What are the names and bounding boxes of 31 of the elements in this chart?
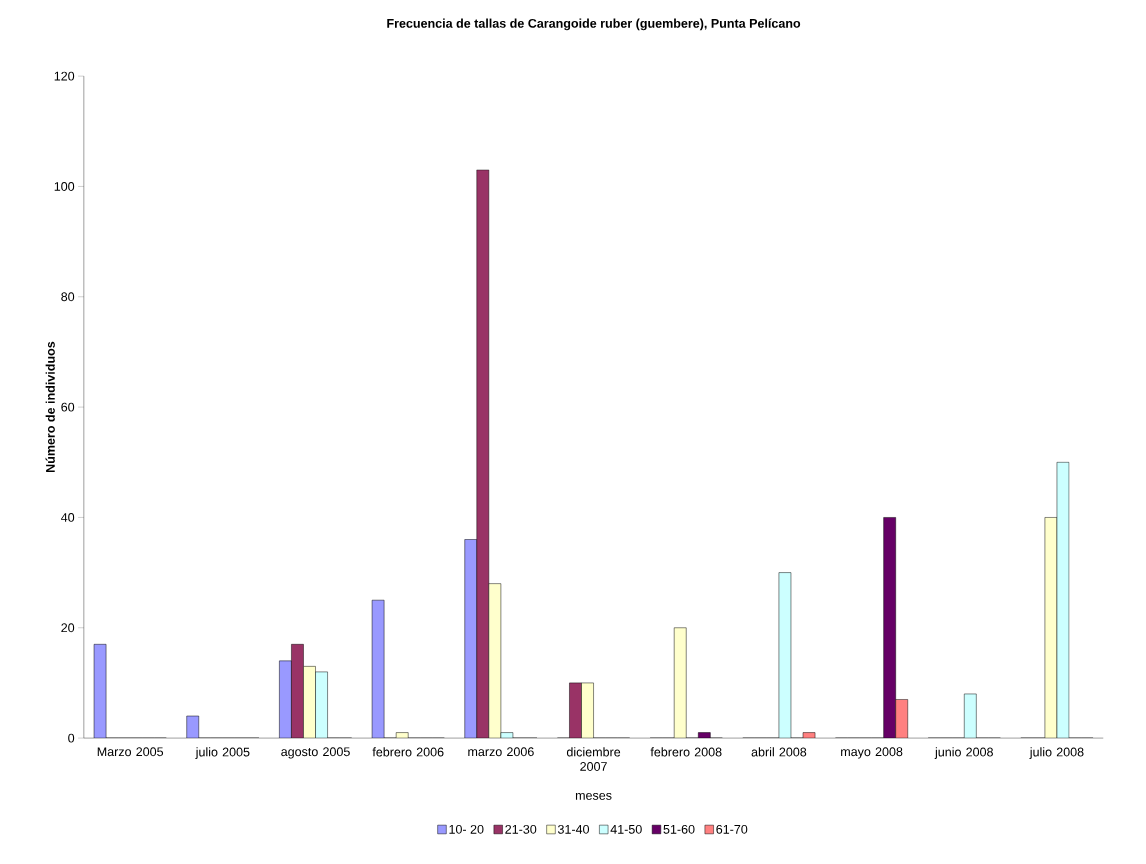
bar [883,517,896,738]
legend-label: 61-70 [716,824,748,834]
y-tick-label: 20 [61,623,75,633]
x-tick-label: marzo 2006 [468,747,534,756]
legend-label: 31-40 [557,824,590,834]
x-tick-label: Marzo 2005 [97,747,164,756]
x-tick-label: mayo 2008 [841,747,903,759]
x-axis-title: meses [575,792,612,800]
y-tick-label: 80 [61,292,75,302]
x-tick-label: junio 2008 [934,747,993,759]
y-tick-label: 60 [61,402,75,412]
bar [488,583,501,738]
x-tick-label: julio 2008 [1029,747,1084,759]
y-tick-label: 120 [54,71,75,81]
y-axis-title: Número de individuos [45,341,55,472]
bar [674,627,687,738]
x-tick-label: febrero 2006 [372,747,444,757]
legend-label: 51-60 [663,824,695,834]
legend-label: 41-50 [610,824,642,834]
y-tick-label: 40 [61,512,75,522]
legend-label: 21-30 [505,824,537,834]
legend-label: 10- 20 [449,824,484,834]
y-tick-label: 100 [54,181,75,191]
x-tick-label: abril 2008 [751,747,807,757]
chart-title: Frecuencia de tallas de Carangoide ruber (guembere), Punta Pelícano [387,18,801,31]
x-tick-label: diciembre 2007 [566,747,621,771]
x-tick-label: febrero 2008 [650,747,722,757]
x-tick-label: agosto 2005 [281,747,350,759]
y-tick-label: 0 [68,733,75,743]
x-tick-label: julio 2005 [195,747,250,759]
bar [464,539,477,738]
